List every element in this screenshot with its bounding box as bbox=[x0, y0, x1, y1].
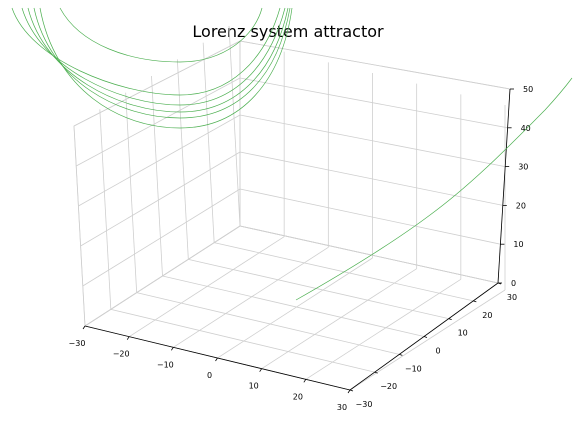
trajectory-series bbox=[11, 7, 573, 301]
left-grid-y-1 bbox=[99, 109, 112, 310]
y-tick-label-2: −10 bbox=[405, 364, 422, 373]
trajectory-loop-5 bbox=[39, 7, 293, 129]
floor-grid-y-3 bbox=[162, 275, 425, 337]
y-tick-label-3: 0 bbox=[435, 347, 440, 356]
x-tick-mark-0 bbox=[82, 325, 86, 330]
z-tick-label-4: 40 bbox=[521, 124, 531, 133]
left-grid-z-3 bbox=[78, 114, 241, 207]
floor-grid-x-5 bbox=[305, 278, 462, 380]
right-grid-z-2 bbox=[239, 151, 503, 206]
z-axis-line bbox=[497, 88, 511, 284]
y-tick-mark-1 bbox=[374, 371, 378, 374]
left-grid-y-5 bbox=[202, 42, 215, 243]
y-tick-mark-2 bbox=[399, 353, 403, 356]
floor-grid-x-6 bbox=[349, 289, 506, 391]
y-tick-label-5: 20 bbox=[482, 311, 492, 320]
left-grid-y-4 bbox=[176, 59, 189, 260]
trajectory-strand bbox=[295, 77, 573, 301]
chart-title: Lorenz system attractor bbox=[192, 22, 384, 41]
z-tick-label-3: 30 bbox=[518, 163, 528, 172]
x-tick-label-1: −20 bbox=[113, 350, 130, 359]
right-grid-z-3 bbox=[239, 114, 506, 167]
axis-ticks: −30 −20 −10 0 10 20 30 −30 −20 −10 0 10 20 30 0 10 20 30 4… bbox=[69, 85, 534, 412]
left-grid-y-6 bbox=[228, 25, 241, 227]
y-tick-mark-4 bbox=[448, 318, 452, 321]
x-tick-mark-4 bbox=[259, 368, 262, 372]
x-tick-mark-3 bbox=[215, 357, 218, 362]
left-grid-z-2 bbox=[80, 151, 241, 247]
floor-grid-x-3 bbox=[217, 257, 373, 359]
trajectory-loop-6 bbox=[59, 7, 263, 63]
left-grid-z-1 bbox=[82, 188, 241, 287]
x-tick-label-6: 30 bbox=[337, 403, 347, 412]
right-grid-z-5 bbox=[239, 40, 511, 90]
right-grid-z-4 bbox=[239, 77, 508, 129]
x-tick-label-0: −30 bbox=[69, 339, 86, 348]
floor-pane bbox=[83, 225, 499, 391]
x-tick-label-3: 0 bbox=[207, 371, 212, 380]
y-tick-label-0: −30 bbox=[356, 400, 373, 409]
left-grid-y-2 bbox=[125, 92, 138, 293]
z-tick-label-5: 50 bbox=[523, 85, 533, 94]
y-tick-mark-0 bbox=[349, 389, 354, 392]
left-grid-z-5 bbox=[73, 40, 241, 127]
z-tick-label-2: 20 bbox=[516, 201, 526, 210]
x-tick-mark-6 bbox=[347, 389, 351, 394]
trajectory-loop-1 bbox=[11, 7, 281, 96]
y-tick-label-4: 10 bbox=[458, 329, 468, 338]
back-pane-right bbox=[239, 40, 511, 284]
floor-grid-y-2 bbox=[136, 292, 400, 355]
y-tick-mark-3 bbox=[423, 336, 428, 338]
x-tick-label-4: 10 bbox=[249, 382, 259, 391]
y-tick-mark-5 bbox=[473, 300, 477, 303]
grid-floor-pane bbox=[84, 225, 506, 391]
grid-left-pane bbox=[73, 25, 241, 327]
y-tick-label-1: −20 bbox=[380, 382, 397, 391]
floor-grid-y-4 bbox=[188, 258, 449, 320]
left-grid-y-0 bbox=[73, 125, 86, 327]
y-tick-label-6: 30 bbox=[507, 293, 517, 302]
x-tick-mark-2 bbox=[171, 347, 174, 351]
left-grid-z-4 bbox=[76, 77, 241, 167]
left-grid-y-3 bbox=[151, 75, 163, 277]
right-grid-z-1 bbox=[239, 188, 501, 245]
x-tick-mark-5 bbox=[303, 379, 307, 383]
x-tick-label-2: −10 bbox=[157, 360, 174, 369]
floor-grid-x-4 bbox=[261, 268, 417, 370]
z-tick-label-1: 10 bbox=[513, 240, 523, 249]
x-tick-mark-1 bbox=[126, 336, 130, 340]
floor-grid-y-1 bbox=[110, 308, 375, 373]
x-tick-label-5: 20 bbox=[293, 392, 303, 401]
floor-grid-y-6 bbox=[239, 225, 499, 284]
z-tick-label-0: 0 bbox=[511, 279, 516, 288]
